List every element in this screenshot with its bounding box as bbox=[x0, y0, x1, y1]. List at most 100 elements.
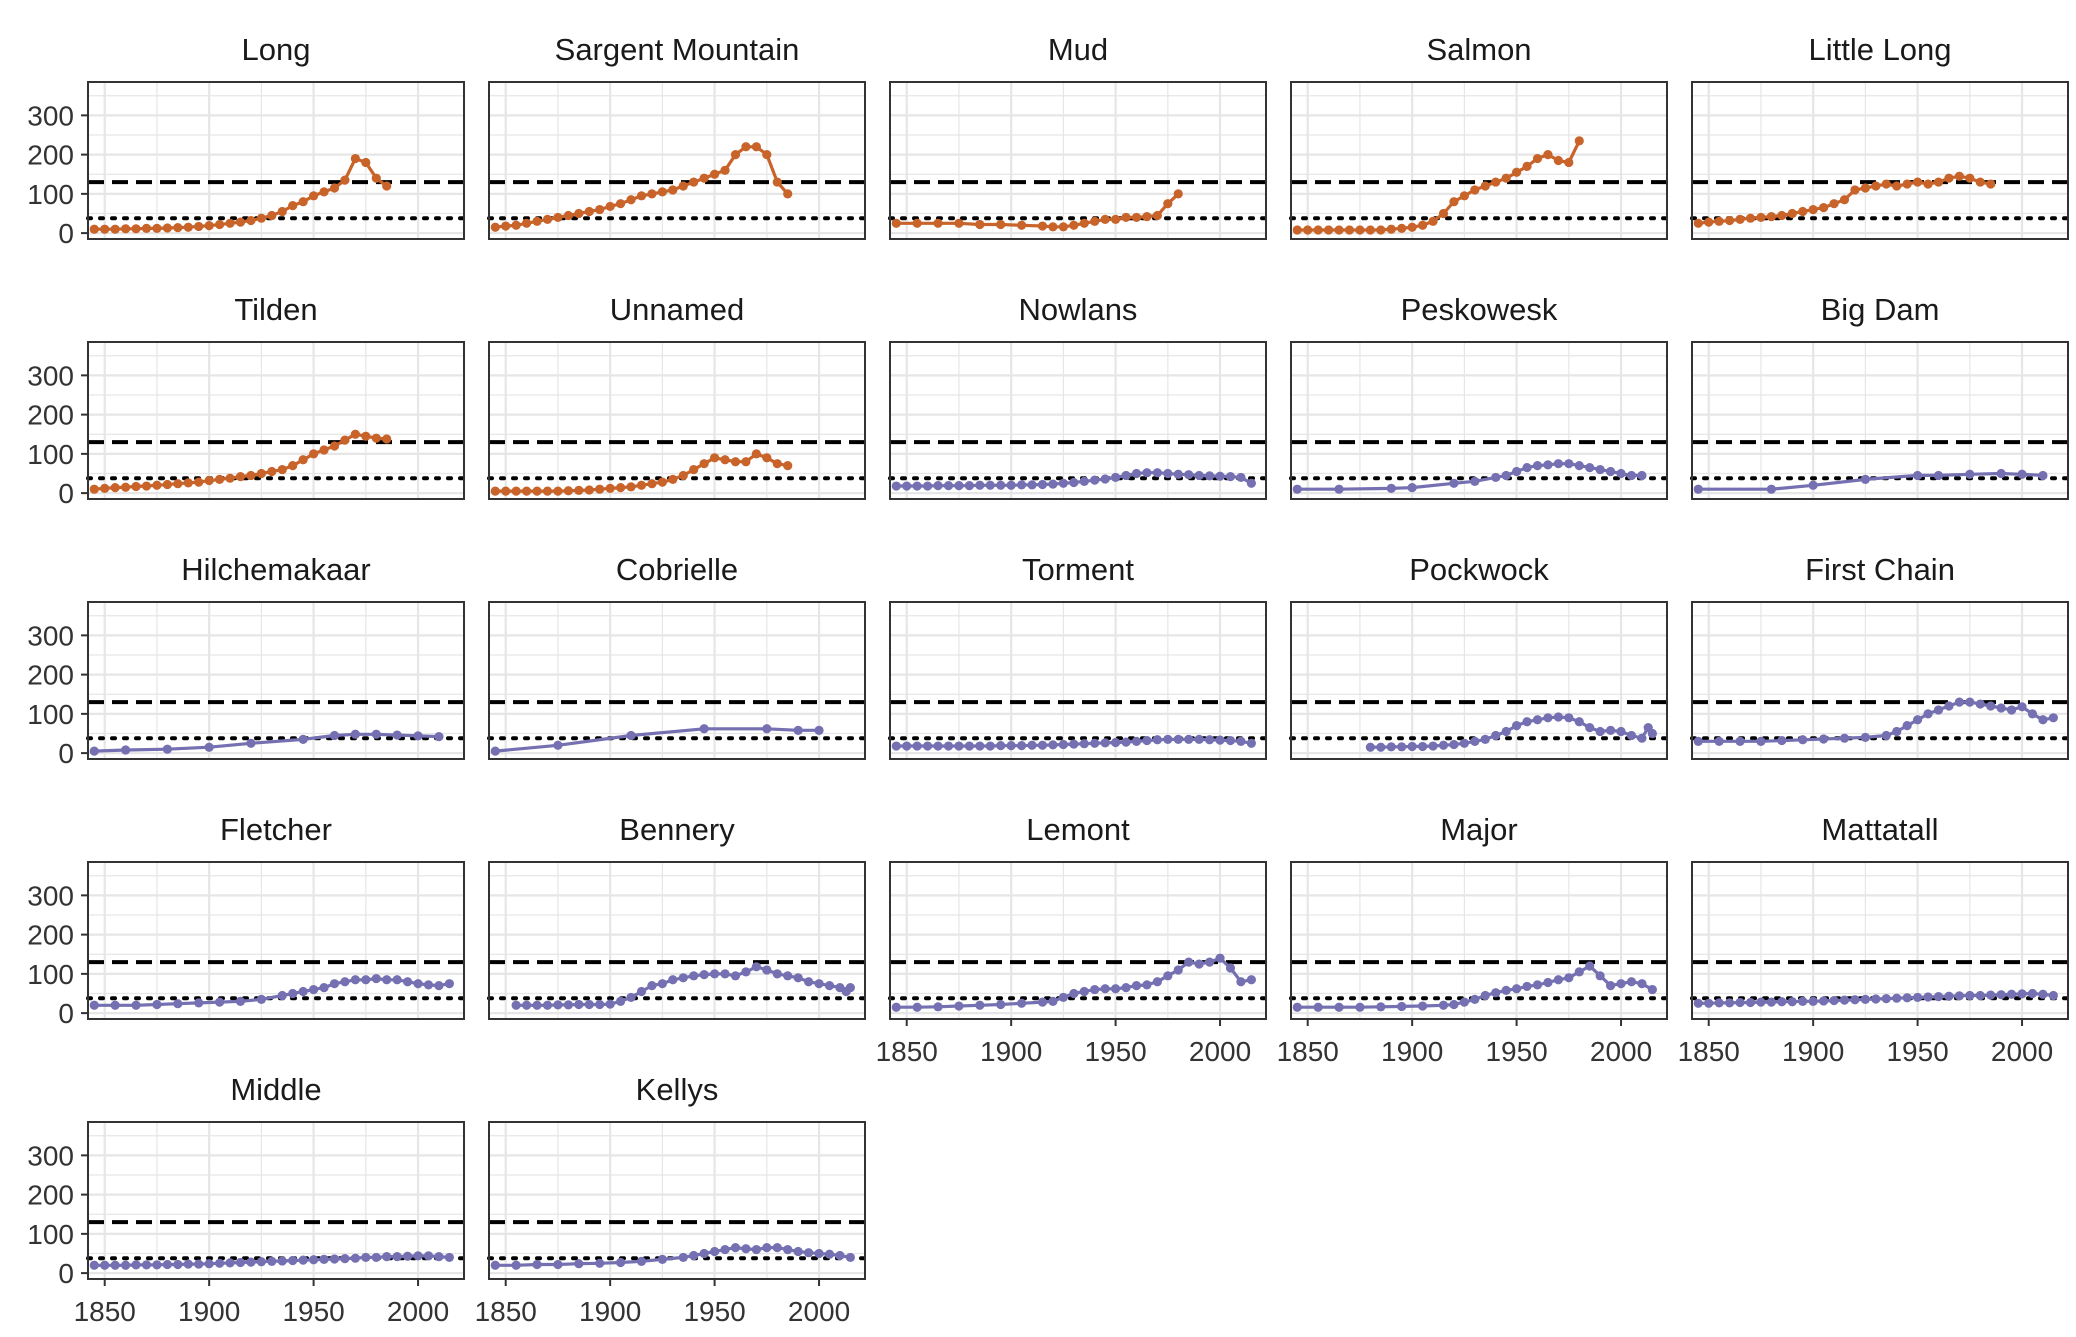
data-point bbox=[1522, 161, 1532, 171]
data-point bbox=[783, 461, 793, 471]
panel-long: Long 0 100 200 300 bbox=[27, 32, 466, 249]
data-point bbox=[1543, 977, 1553, 988]
data-point bbox=[689, 1250, 699, 1261]
x-tick-label: 1850 bbox=[1277, 1036, 1339, 1067]
data-point bbox=[1512, 167, 1522, 177]
data-point bbox=[845, 983, 855, 993]
series bbox=[89, 729, 444, 756]
data-point bbox=[490, 746, 500, 756]
data-point bbox=[277, 1256, 287, 1266]
series bbox=[891, 189, 1183, 232]
data-point bbox=[1090, 984, 1100, 995]
data-point bbox=[616, 483, 626, 493]
data-point bbox=[1892, 726, 1902, 737]
panel-salmon: Salmon bbox=[1289, 32, 1669, 240]
data-point bbox=[1142, 212, 1152, 222]
series bbox=[1693, 988, 2058, 1008]
data-point bbox=[131, 481, 141, 492]
data-point bbox=[1637, 733, 1647, 743]
panel-nowlans: Nowlans bbox=[888, 292, 1268, 500]
data-point bbox=[1798, 735, 1808, 745]
data-point bbox=[1058, 739, 1068, 750]
data-point bbox=[121, 482, 131, 492]
data-point bbox=[975, 741, 985, 751]
data-point bbox=[923, 741, 933, 751]
data-point bbox=[1745, 997, 1756, 1008]
data-point bbox=[1334, 1002, 1344, 1012]
data-point bbox=[511, 1260, 521, 1270]
panel-title: Tilden bbox=[234, 292, 317, 327]
x-tick-label: 1900 bbox=[1782, 1036, 1844, 1067]
data-point bbox=[553, 1000, 563, 1010]
data-point bbox=[1173, 965, 1183, 975]
panel-frame bbox=[87, 341, 465, 500]
grid bbox=[88, 862, 464, 1019]
data-point bbox=[1522, 981, 1532, 992]
data-point bbox=[741, 967, 751, 977]
panel-title: Mud bbox=[1048, 32, 1108, 67]
y-tick-label: 300 bbox=[27, 880, 74, 911]
data-point bbox=[996, 219, 1006, 230]
data-point bbox=[678, 973, 688, 983]
x-tick-label: 1950 bbox=[1084, 1036, 1146, 1067]
data-point bbox=[141, 223, 152, 234]
data-point bbox=[1225, 472, 1236, 482]
data-point bbox=[1100, 738, 1110, 748]
data-point bbox=[1131, 468, 1142, 479]
y-tick-label: 0 bbox=[58, 1258, 74, 1289]
data-point bbox=[542, 214, 553, 224]
panel-big-dam: Big Dam bbox=[1690, 292, 2070, 500]
data-point bbox=[204, 1259, 214, 1269]
x-tick-label: 1950 bbox=[683, 1296, 745, 1327]
data-point bbox=[235, 996, 246, 1006]
data-point bbox=[1606, 466, 1616, 477]
data-point bbox=[392, 1252, 402, 1262]
data-point bbox=[1975, 990, 1985, 1001]
data-point bbox=[1933, 177, 1944, 187]
data-point bbox=[891, 481, 901, 491]
data-point bbox=[657, 979, 667, 989]
data-point bbox=[1829, 199, 1839, 209]
panel-title: Major bbox=[1440, 812, 1518, 847]
data-point bbox=[392, 730, 402, 740]
panel-frame bbox=[488, 861, 866, 1020]
data-point bbox=[1037, 740, 1048, 750]
data-point bbox=[542, 486, 553, 496]
y-tick-label: 100 bbox=[27, 439, 74, 470]
y-tick-label: 0 bbox=[58, 478, 74, 509]
data-point bbox=[751, 142, 761, 152]
data-point bbox=[1313, 1002, 1323, 1012]
data-point bbox=[2007, 989, 2017, 999]
data-point bbox=[100, 483, 110, 494]
data-point bbox=[1407, 222, 1417, 232]
data-point bbox=[1616, 979, 1626, 989]
data-point bbox=[490, 1260, 500, 1270]
data-point bbox=[1501, 173, 1511, 183]
panel-cobrielle: Cobrielle bbox=[487, 552, 867, 760]
data-point bbox=[350, 153, 360, 164]
data-point bbox=[668, 975, 678, 985]
grid bbox=[489, 602, 865, 759]
data-point bbox=[350, 975, 360, 985]
data-point bbox=[783, 971, 793, 981]
data-point bbox=[1100, 984, 1110, 994]
data-point bbox=[1184, 734, 1194, 744]
grid bbox=[1692, 82, 2068, 239]
panel-middle: Middle 0 100 200 300 1850 1900 1950 2000 bbox=[27, 1072, 466, 1327]
data-point bbox=[1714, 216, 1724, 226]
data-point bbox=[532, 1259, 542, 1270]
data-point bbox=[1871, 994, 1881, 1004]
data-point bbox=[511, 486, 521, 496]
data-point bbox=[912, 741, 922, 751]
panel-frame bbox=[1691, 601, 2069, 760]
data-point bbox=[89, 746, 99, 756]
panel-unnamed: Unnamed bbox=[487, 292, 867, 500]
data-point bbox=[1725, 998, 1735, 1008]
data-point bbox=[490, 486, 500, 496]
data-point bbox=[350, 729, 360, 739]
data-point bbox=[1048, 479, 1058, 489]
data-point bbox=[1693, 218, 1703, 228]
panel-tilden: Tilden 0 100 200 300 bbox=[27, 292, 466, 509]
panel-title: Long bbox=[242, 32, 311, 67]
data-point bbox=[595, 1258, 605, 1268]
